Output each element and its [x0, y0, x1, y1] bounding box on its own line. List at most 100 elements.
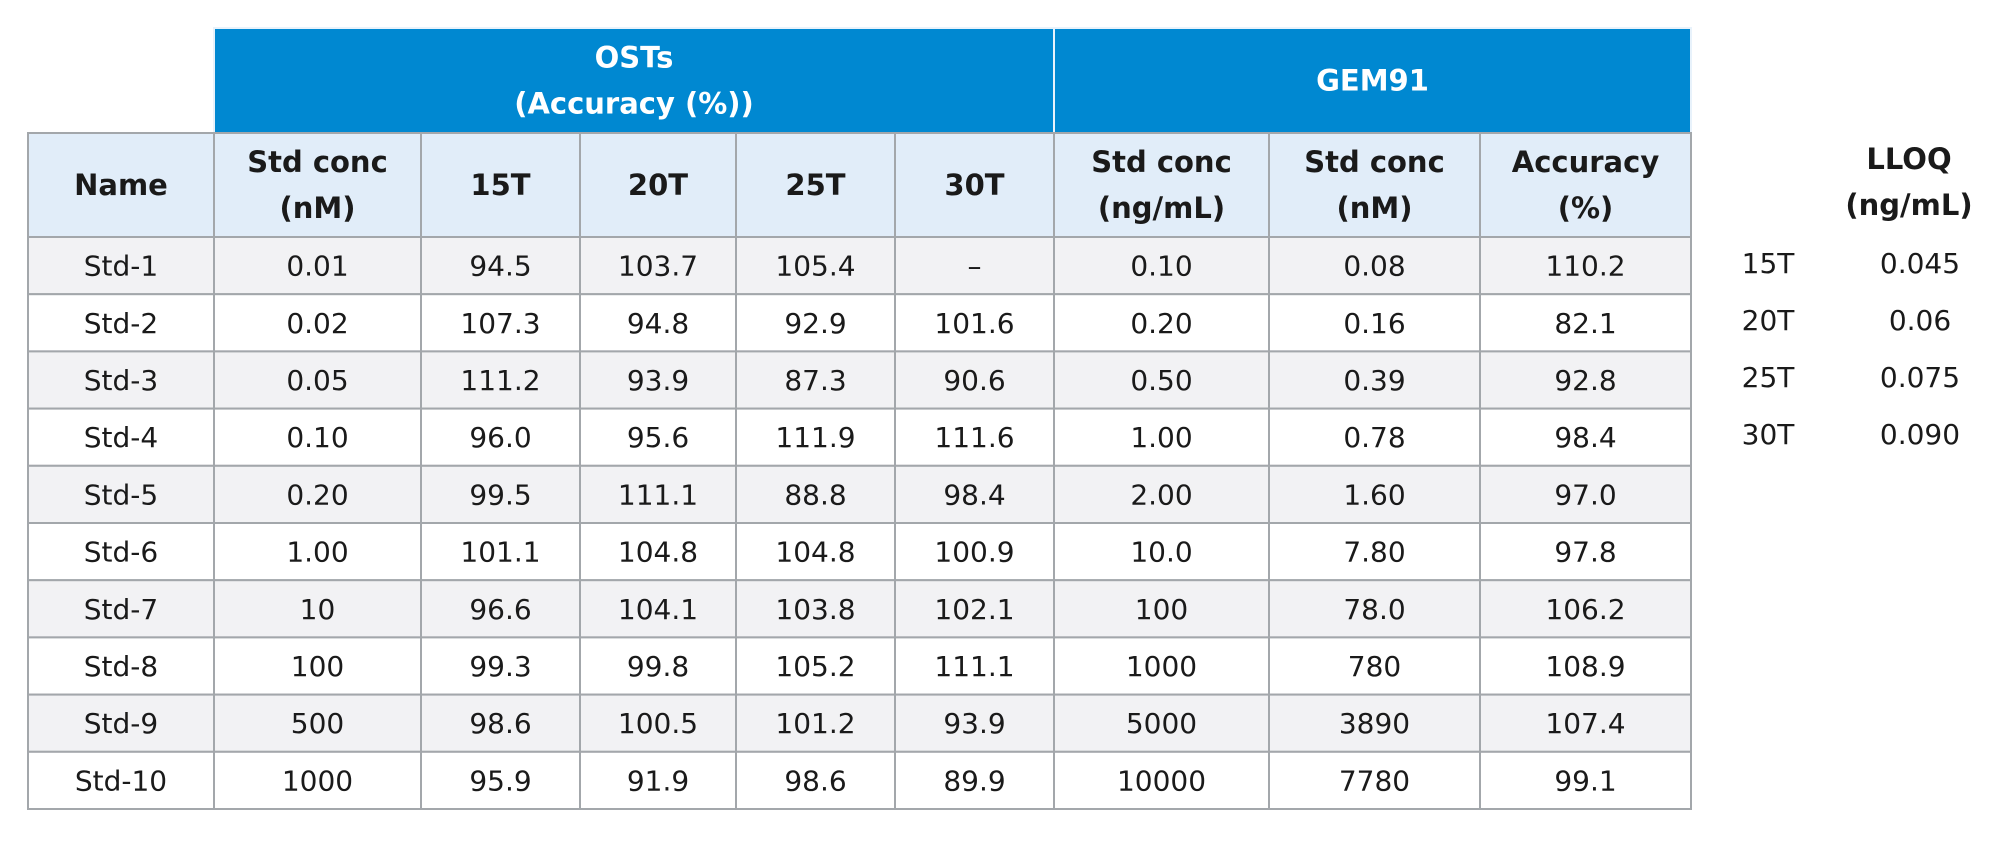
- cell-text: –: [968, 250, 982, 283]
- cell-text: Std-2: [84, 307, 158, 340]
- cell-text: 0.10: [1130, 250, 1192, 283]
- cell-text: 0.08: [1343, 250, 1405, 283]
- cell-text: 10.0: [1130, 536, 1192, 569]
- column-header: 15T: [470, 168, 530, 202]
- cell: [1053, 636, 1270, 696]
- cell-text: 100: [1135, 593, 1188, 626]
- cell-text: 100.5: [618, 707, 698, 740]
- cell: [213, 636, 422, 696]
- cell: [420, 293, 581, 353]
- cell: [1479, 407, 1692, 467]
- cell-text: 500: [291, 707, 344, 740]
- cell-text: 98.4: [1554, 421, 1616, 454]
- cell-text: 0.50: [1130, 364, 1192, 397]
- cell: [735, 579, 896, 639]
- cell: [894, 236, 1055, 296]
- cell-text: 96.6: [469, 593, 531, 626]
- cell-text: 0.16: [1343, 307, 1405, 340]
- cell-text: 82.1: [1554, 307, 1616, 340]
- cell: [1479, 236, 1692, 296]
- cell-text: 101.1: [460, 536, 540, 569]
- cell-text: 91.9: [627, 764, 689, 797]
- cell: [735, 522, 896, 582]
- cell-text: Std-6: [84, 536, 158, 569]
- cell-text: 102.1: [934, 593, 1014, 626]
- cell-text: 105.4: [775, 250, 855, 283]
- cell: [1053, 579, 1270, 639]
- group-header: GEM91: [1316, 64, 1429, 98]
- cell: [27, 407, 215, 467]
- cell-text: 101.2: [775, 707, 855, 740]
- column-header-cell: [213, 132, 422, 238]
- cell: [1053, 236, 1270, 296]
- cell: [27, 750, 215, 810]
- cell: [579, 407, 737, 467]
- column-header: Accuracy: [1512, 145, 1660, 179]
- cell-text: Std-10: [75, 764, 167, 797]
- cell: [213, 350, 422, 410]
- column-header-cell: [579, 132, 737, 238]
- cell: [894, 464, 1055, 524]
- cell: [579, 693, 737, 753]
- cell: [735, 636, 896, 696]
- cell: [735, 750, 896, 810]
- cell-text: 78.0: [1343, 593, 1405, 626]
- cell-text: 94.8: [627, 307, 689, 340]
- cell: [420, 579, 581, 639]
- lloq-label: 15T: [1742, 247, 1796, 280]
- lloq-value: 0.06: [1889, 304, 1951, 337]
- cell-text: 99.1: [1554, 764, 1616, 797]
- column-header: (nM): [1336, 191, 1412, 225]
- cell: [27, 236, 215, 296]
- lloq-header: (ng/mL): [1845, 188, 1972, 222]
- cell: [27, 693, 215, 753]
- cell-text: 104.8: [775, 536, 855, 569]
- cell-text: 2.00: [1130, 478, 1192, 511]
- column-header: 20T: [628, 168, 688, 202]
- group-header: (Accuracy (%)): [514, 87, 754, 121]
- cell: [735, 407, 896, 467]
- cell-text: 90.6: [943, 364, 1005, 397]
- cell: [1053, 464, 1270, 524]
- cell-text: 93.9: [943, 707, 1005, 740]
- cell: [1479, 464, 1692, 524]
- cell: [27, 579, 215, 639]
- cell: [1268, 636, 1481, 696]
- column-header-cell: [894, 132, 1055, 238]
- cell-text: Std-4: [84, 421, 158, 454]
- cell-text: 99.8: [627, 650, 689, 683]
- column-header-cell: [1268, 132, 1481, 238]
- cell: [579, 636, 737, 696]
- cell-text: 3890: [1339, 707, 1410, 740]
- cell-text: 0.39: [1343, 364, 1405, 397]
- cell: [213, 293, 422, 353]
- cell-text: 107.3: [460, 307, 540, 340]
- cell-text: 92.9: [784, 307, 846, 340]
- cell-text: 5000: [1126, 707, 1197, 740]
- cell-text: 0.20: [286, 478, 348, 511]
- cell: [1268, 522, 1481, 582]
- cell-text: 0.01: [286, 250, 348, 283]
- cell: [420, 636, 581, 696]
- cell-text: 1.00: [286, 536, 348, 569]
- cell: [213, 579, 422, 639]
- cell-text: 95.6: [627, 421, 689, 454]
- column-header: Std conc: [1091, 145, 1232, 179]
- cell: [420, 236, 581, 296]
- cell: [894, 750, 1055, 810]
- cell: [1268, 464, 1481, 524]
- cell-text: 103.7: [618, 250, 698, 283]
- cell: [1268, 693, 1481, 753]
- cell: [1268, 236, 1481, 296]
- cell: [579, 750, 737, 810]
- cell-text: 99.5: [469, 478, 531, 511]
- lloq-label: 25T: [1742, 361, 1796, 394]
- cell: [27, 636, 215, 696]
- cell-text: 111.2: [460, 364, 540, 397]
- cell: [420, 522, 581, 582]
- cell-text: Std-5: [84, 478, 158, 511]
- cell: [27, 293, 215, 353]
- cell-text: 106.2: [1545, 593, 1625, 626]
- cell: [735, 236, 896, 296]
